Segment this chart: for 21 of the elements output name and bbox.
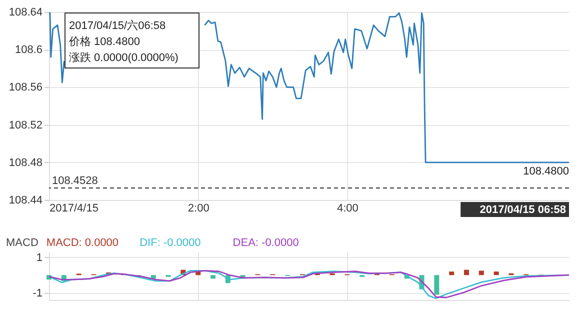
- text: 2017/04/15 06:58: [480, 204, 566, 216]
- x-tick-label: 4:00: [336, 202, 358, 214]
- annotation: 价格 108.4800: [68, 36, 140, 48]
- y-tick-label: 108.52: [8, 119, 42, 132]
- chart-title: MACD: [6, 237, 38, 249]
- text: MACD: 0.0000: [46, 237, 119, 249]
- y-tick-label: 108.56: [8, 82, 42, 94]
- y-tick-label: -1: [32, 287, 42, 300]
- y-tick-label: 108.48: [8, 156, 42, 169]
- y-tick-label: 1: [36, 252, 42, 264]
- ref-line-label: 108.4528: [52, 174, 98, 187]
- annotation: 涨跌 0.0000(0.0000%): [69, 52, 178, 64]
- text: DEA: -0.0000: [232, 237, 299, 249]
- y-tick-label: 108.64: [8, 6, 42, 18]
- y-tick-label: 108.44: [8, 194, 42, 206]
- x-tick-label: 2017/4/15: [50, 202, 98, 214]
- annotation: 2017/04/15/六06:58: [69, 19, 166, 32]
- annotation: 108.4800: [523, 165, 569, 178]
- x-tick-label: 2:00: [188, 202, 210, 214]
- series-label: DIF: -0.0000: [140, 237, 201, 249]
- y-tick-label: 108.6: [14, 44, 42, 56]
